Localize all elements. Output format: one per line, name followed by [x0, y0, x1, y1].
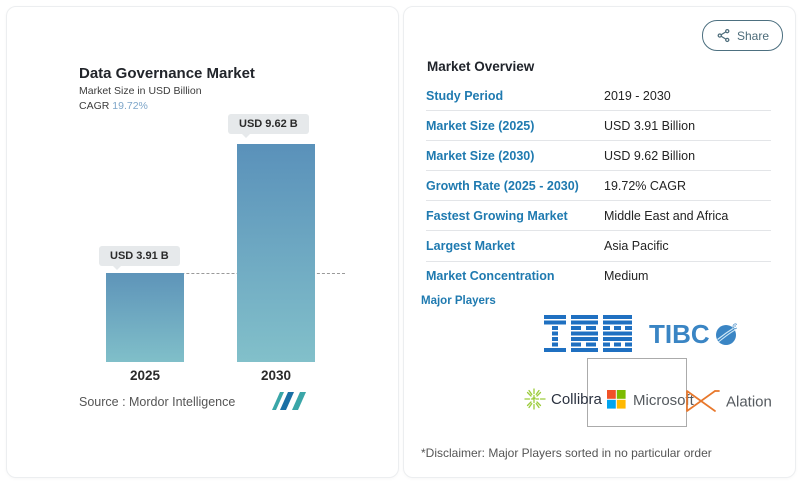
svg-text:Alation: Alation	[726, 394, 772, 411]
svg-text:Collibra: Collibra	[551, 391, 603, 408]
svg-text:R: R	[734, 324, 736, 328]
svg-text:TIBC: TIBC	[649, 320, 710, 349]
